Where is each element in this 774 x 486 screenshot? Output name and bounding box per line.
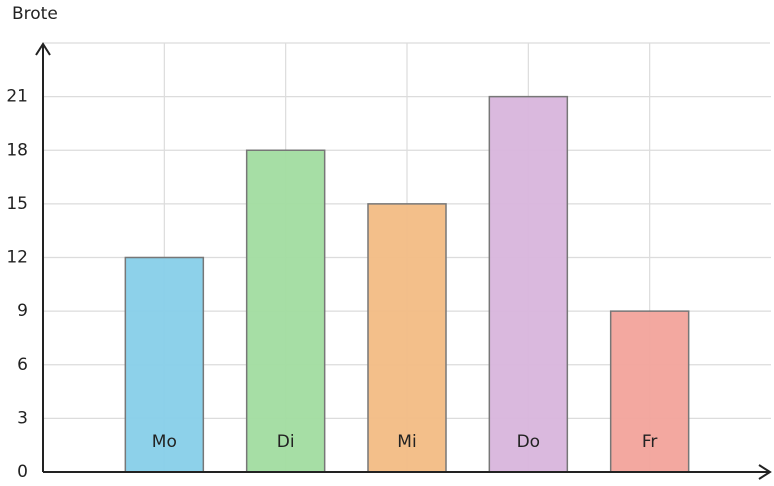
- y-tick-label: 18: [6, 140, 28, 160]
- bar: [609, 310, 690, 473]
- bar: [245, 149, 326, 473]
- bars: [124, 95, 690, 473]
- y-tick-label: 6: [17, 355, 28, 375]
- x-tick-label: Fr: [642, 432, 658, 452]
- y-tick-label: 0: [17, 462, 28, 482]
- x-tick-label: Do: [517, 432, 541, 452]
- bar: [124, 256, 205, 473]
- y-tick-label: 9: [17, 301, 28, 321]
- y-tick-label: 15: [6, 194, 28, 214]
- bar: [488, 95, 569, 473]
- y-axis-label: Brote: [12, 4, 58, 24]
- y-tick-label: 12: [6, 248, 28, 268]
- x-tick-label: Di: [277, 432, 295, 452]
- y-axis: [35, 42, 51, 472]
- y-tick-label: 3: [17, 408, 28, 428]
- y-tick-label: 21: [6, 87, 28, 107]
- x-tick-label: Mo: [152, 432, 177, 452]
- x-tick-label: Mi: [397, 432, 416, 452]
- x-axis: [43, 464, 772, 480]
- bar: [367, 203, 447, 473]
